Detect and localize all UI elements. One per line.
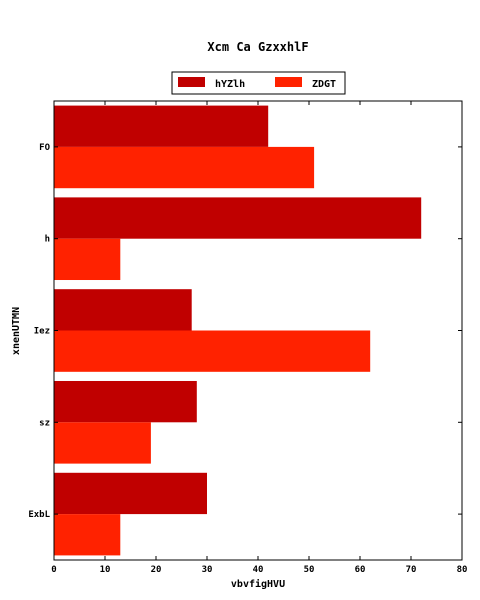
x-tick-label: 0 bbox=[51, 565, 56, 575]
x-tick-label: 50 bbox=[304, 565, 315, 575]
x-tick-label: 60 bbox=[355, 565, 366, 575]
y-tick-label: sz bbox=[39, 418, 50, 428]
y-tick-label: Iez bbox=[34, 327, 50, 337]
bar-series2-0 bbox=[54, 146, 315, 189]
x-axis-label: vbvfigHVU bbox=[231, 578, 285, 590]
x-tick-label: 30 bbox=[202, 565, 213, 575]
x-tick-label: 20 bbox=[151, 565, 162, 575]
legend-swatch-0 bbox=[178, 77, 205, 87]
bar-series1-2 bbox=[54, 289, 192, 331]
x-tick-label: 10 bbox=[100, 565, 111, 575]
bar-series2-1 bbox=[54, 238, 121, 281]
x-tick-label: 70 bbox=[406, 565, 417, 575]
bar-series1-0 bbox=[54, 105, 269, 147]
y-tick-label: FO bbox=[39, 143, 50, 153]
legend-label-1: ZDGT bbox=[312, 79, 336, 90]
x-tick-label: 80 bbox=[457, 565, 468, 575]
bar-series2-4 bbox=[54, 514, 121, 556]
y-tick-label: h bbox=[45, 235, 50, 245]
bar-series2-2 bbox=[54, 330, 371, 372]
bar-series2-3 bbox=[54, 422, 151, 464]
plot-area-frame bbox=[53, 100, 463, 561]
legend-label-0: hYZlh bbox=[215, 79, 245, 90]
y-axis-label: xnenUTMN bbox=[11, 307, 22, 355]
bars-group bbox=[54, 105, 422, 556]
x-tick-label: 40 bbox=[253, 565, 264, 575]
chart-title: Xcm Ca GzxxhlF bbox=[207, 40, 308, 54]
legend: hYZlh ZDGT bbox=[171, 71, 346, 95]
bar-series1-1 bbox=[54, 197, 422, 239]
y-axis-ticks: FO h Iez sz ExbL bbox=[28, 143, 462, 520]
bar-series1-4 bbox=[54, 472, 207, 515]
bar-series1-3 bbox=[54, 380, 197, 423]
y-tick-label: ExbL bbox=[28, 510, 50, 520]
legend-swatch-1 bbox=[275, 77, 302, 87]
